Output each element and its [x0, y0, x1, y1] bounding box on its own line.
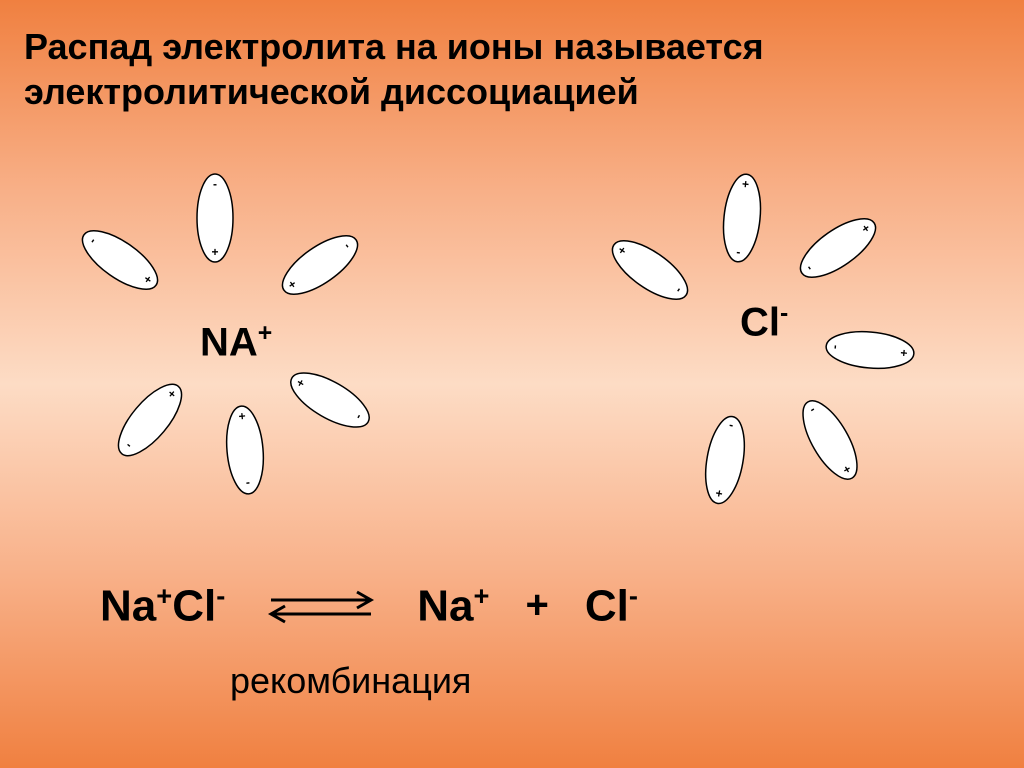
water-molecule: +- [786, 202, 890, 293]
diagram-area: NA+ Cl- -+-+-+-+-+-++-+-+-+-+-+- [0, 0, 1024, 768]
water-molecule: +- [787, 387, 873, 492]
equation-product-2: Cl- [585, 580, 638, 632]
equation-product-1: Na+ [417, 580, 489, 632]
svg-text:+: + [741, 177, 749, 192]
water-molecule: -+ [268, 219, 372, 310]
svg-text:+: + [897, 349, 912, 357]
water-molecule: -+ [102, 369, 197, 471]
plus-operator: + [525, 583, 548, 628]
svg-text:+: + [238, 409, 246, 424]
water-molecule: +- [598, 224, 702, 315]
water-molecule: +- [820, 324, 919, 376]
equation-left: Na+Cl- [100, 580, 225, 632]
water-molecule: -+ [219, 400, 271, 499]
water-molecule: -+ [68, 214, 172, 305]
water-molecule: -+ [193, 170, 237, 266]
svg-text:+: + [211, 245, 218, 259]
equation: Na+Cl- Na+ + Cl- [100, 580, 638, 632]
ion-label-cation: NA+ [200, 320, 272, 365]
ion-label-anion: Cl- [740, 300, 788, 345]
equilibrium-arrows-icon [261, 586, 381, 626]
svg-text:-: - [213, 177, 217, 191]
water-molecule: +- [715, 168, 769, 268]
water-molecule: -+ [277, 357, 382, 443]
water-molecule: +- [695, 409, 755, 511]
recombination-label: рекомбинация [230, 660, 471, 702]
